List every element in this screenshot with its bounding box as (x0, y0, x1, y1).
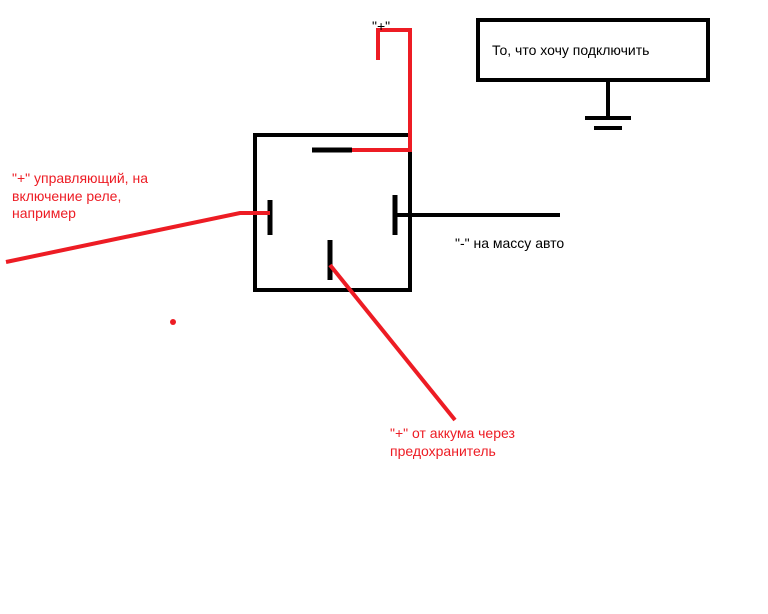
wire-top-red (352, 30, 410, 150)
relay-diagram (0, 0, 768, 614)
label-right: "-" на массу авто (455, 235, 564, 253)
label-device: То, что хочу подключить (492, 42, 649, 60)
stray-dot (170, 319, 176, 325)
label-plus-top: "+" (372, 18, 390, 36)
label-bottom: "+" от аккума через предохранитель (390, 425, 515, 460)
label-left: "+" управляющий, на включение реле, напр… (12, 170, 148, 223)
